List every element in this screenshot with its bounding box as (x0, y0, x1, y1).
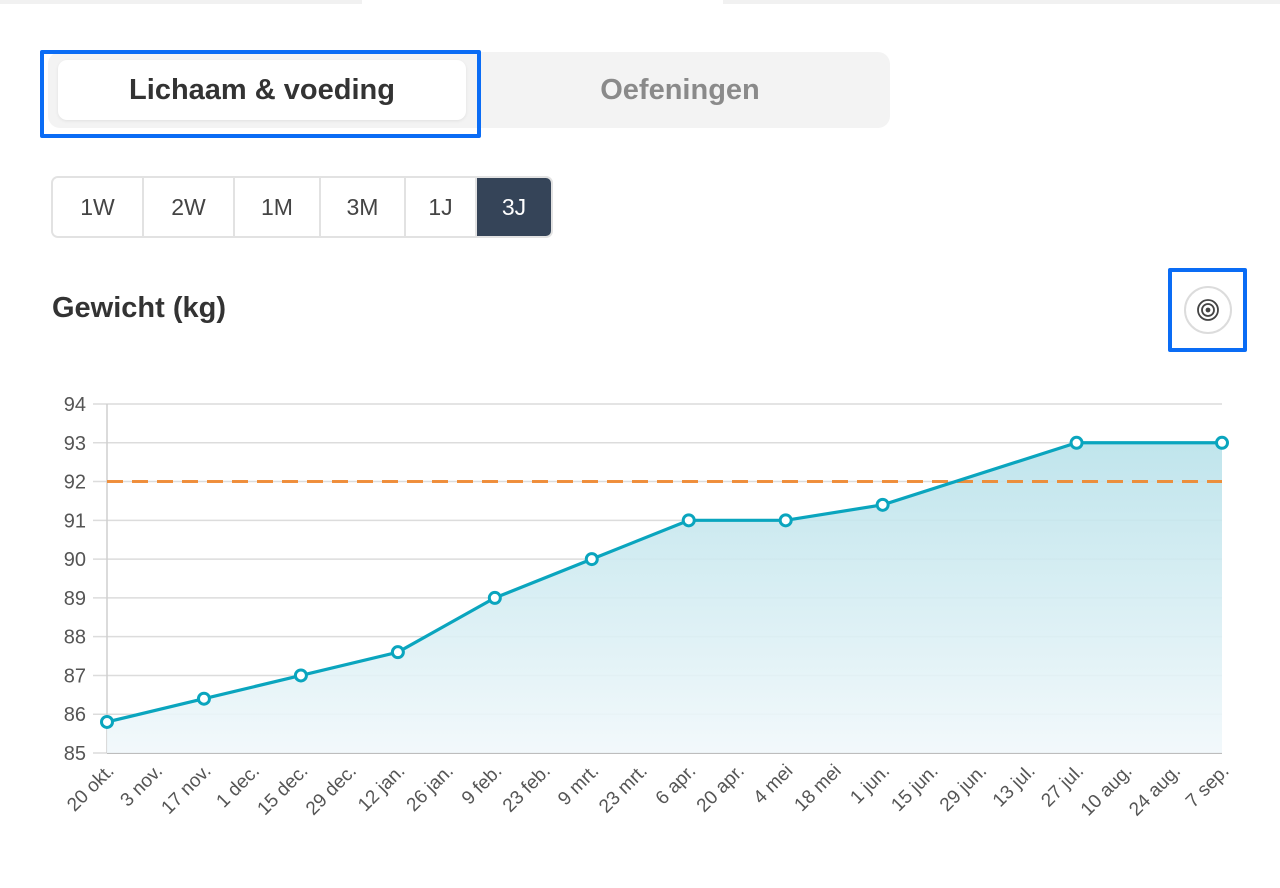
x-tick-label: 29 dec. (302, 761, 361, 820)
top-tab-strip-left (0, 0, 362, 4)
y-tick-label: 94 (64, 394, 86, 416)
x-tick-label: 23 mrt. (595, 761, 652, 818)
x-tick-label: 15 jun. (887, 761, 942, 816)
data-point (487, 590, 502, 605)
range-button-2w[interactable]: 2W (144, 178, 235, 236)
y-tick-label: 86 (64, 704, 86, 726)
y-tick-label: 90 (64, 549, 86, 571)
y-tick-label: 92 (64, 472, 86, 494)
range-button-3j[interactable]: 3J (477, 178, 551, 236)
x-tick-label: 18 mei (791, 761, 846, 816)
y-tick-label: 88 (64, 627, 86, 649)
target-icon (1197, 299, 1219, 321)
top-tab-strip-right (723, 0, 1280, 4)
data-point (681, 513, 696, 528)
y-tick-label: 87 (64, 665, 86, 687)
range-button-3m[interactable]: 3M (321, 178, 406, 236)
tab-body-nutrition[interactable]: Lichaam & voeding (58, 60, 466, 120)
data-point (390, 645, 405, 660)
x-tick-label: 23 feb. (499, 761, 555, 817)
x-tick-label: 26 jan. (403, 761, 458, 816)
category-segmented-control: Lichaam & voeding Oefeningen (48, 52, 890, 128)
range-button-1j[interactable]: 1J (406, 178, 477, 236)
tab-exercises[interactable]: Oefeningen (600, 73, 760, 106)
data-point (1215, 435, 1229, 450)
data-point (100, 714, 114, 729)
range-button-1w[interactable]: 1W (53, 178, 144, 236)
time-range-selector: 1W 2W 1M 3M 1J 3J (51, 176, 553, 238)
data-point (196, 691, 211, 706)
weight-area (107, 442, 1222, 753)
x-tick-label: 12 jan. (354, 761, 409, 816)
chart-title: Gewicht (kg) (52, 292, 227, 324)
x-tick-label: 7 sep. (1182, 761, 1233, 812)
x-tick-label: 10 aug. (1077, 761, 1137, 821)
x-tick-label: 15 dec. (254, 761, 313, 820)
y-tick-label: 85 (64, 743, 86, 765)
y-tick-label: 91 (64, 510, 86, 532)
x-tick-label: 17 nov. (158, 761, 216, 819)
data-point (875, 497, 890, 512)
y-tick-label: 93 (64, 433, 86, 455)
data-point (778, 513, 793, 528)
goal-button[interactable] (1184, 286, 1232, 334)
x-tick-label: 29 jun. (936, 761, 991, 816)
y-tick-label: 89 (64, 588, 86, 610)
x-tick-label: 24 aug. (1125, 761, 1185, 821)
x-tick-label: 20 okt. (63, 761, 118, 816)
x-tick-label: 13 jul. (989, 761, 1040, 812)
data-point (293, 668, 308, 683)
x-tick-label: 20 apr. (693, 761, 749, 817)
range-button-1m[interactable]: 1M (235, 178, 321, 236)
data-point (1069, 435, 1084, 450)
data-point (584, 552, 599, 567)
